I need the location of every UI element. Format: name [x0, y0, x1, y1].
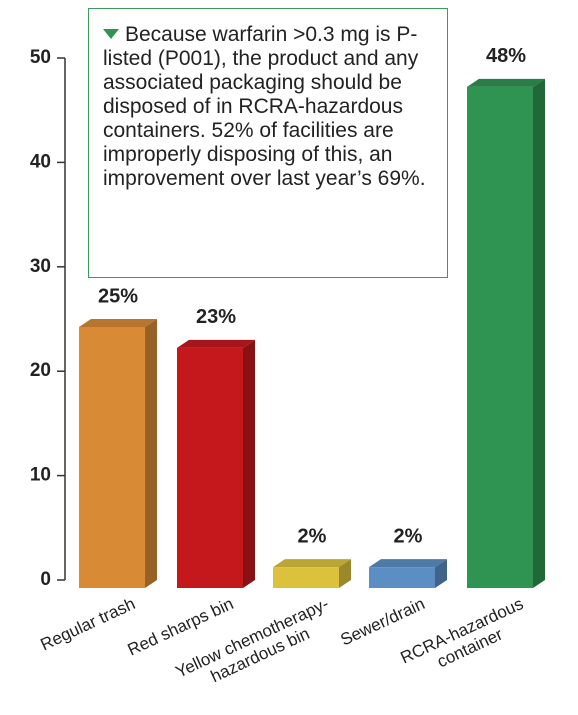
bar-side — [145, 319, 157, 588]
value-label: 2% — [394, 525, 423, 547]
bar — [467, 86, 533, 588]
y-tick-label: 10 — [30, 465, 51, 486]
bar-side — [339, 559, 351, 588]
bar-top — [273, 559, 351, 568]
y-tick-label: 50 — [30, 47, 51, 68]
bar — [273, 567, 339, 588]
bar-top — [177, 339, 255, 348]
value-label: 25% — [98, 285, 138, 307]
bar-top — [79, 319, 157, 327]
triangle-icon — [103, 29, 119, 39]
bar — [369, 567, 435, 588]
annotation: Because warfarin >0.3 mg is P-listed (P0… — [103, 23, 426, 190]
value-label: 2% — [298, 525, 327, 547]
bar — [79, 327, 145, 588]
value-label: 48% — [486, 45, 526, 67]
y-tick-label: 20 — [30, 360, 51, 381]
value-label: 23% — [196, 306, 236, 328]
y-tick-label: 30 — [30, 256, 51, 277]
y-tick-label: 0 — [40, 569, 51, 590]
bar-side — [533, 78, 545, 588]
bar-top — [369, 559, 447, 568]
y-tick-label: 40 — [30, 151, 51, 172]
bar — [177, 347, 243, 588]
bar-top — [467, 78, 545, 87]
bar-side — [435, 559, 447, 588]
annotation-box: Because warfarin >0.3 mg is P-listed (P0… — [88, 8, 448, 278]
bar-side — [243, 339, 255, 588]
